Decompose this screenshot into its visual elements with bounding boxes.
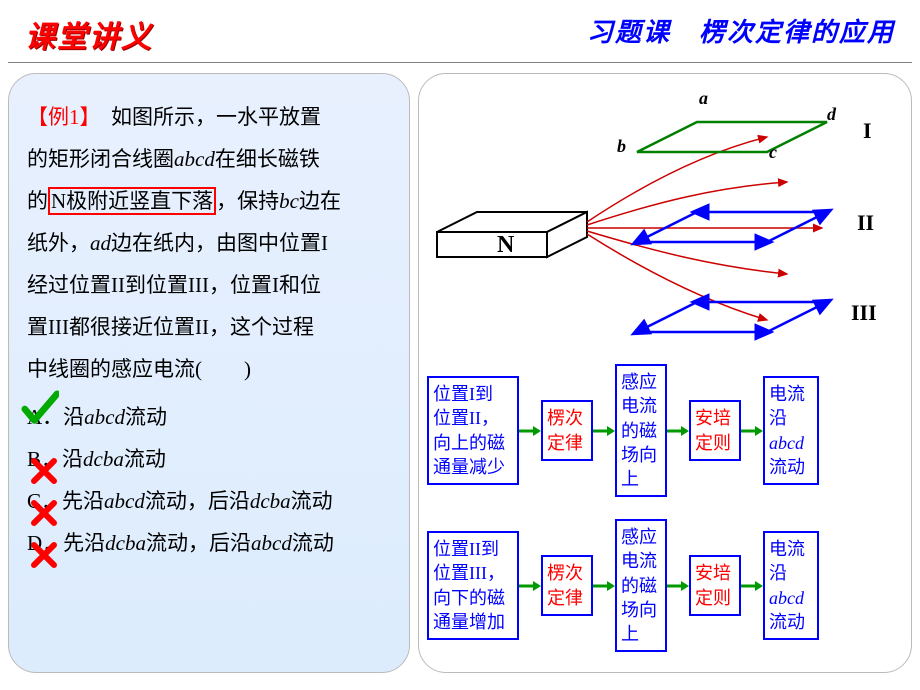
diagram-panel: N [418, 73, 912, 673]
coil-3 [637, 302, 827, 332]
flow2-box1: 位置II到 位置III， 向下的磁 通量增加 [427, 531, 519, 640]
arrow-icon [519, 556, 541, 616]
arrow-icon [593, 401, 615, 461]
coil-label-d: d [827, 104, 836, 125]
flow-2: 位置II到 位置III， 向下的磁 通量增加 楞次定律 感应电流的磁场向上 安培… [427, 519, 905, 652]
option-c: C．先沿abcd流动，后沿dcba流动 [27, 480, 393, 522]
arrow-icon [667, 401, 689, 461]
options: A．沿abcd流动 B．沿dcba流动 C．先沿abcd流动，后沿dcba流动 … [27, 396, 393, 564]
header-left: 课堂讲义 [25, 12, 153, 56]
field-lines [587, 137, 822, 320]
cross-icon [31, 542, 57, 568]
main: 【例1】 如图所示，一水平放置 的矩形闭合线圈abcd在细长磁铁 的N极附近竖直… [0, 63, 920, 683]
coil-2 [637, 212, 827, 242]
flow2-box5: 电流沿abcd流动 [763, 531, 819, 640]
flow1-box1: 位置I到 位置II， 向上的磁 通量减少 [427, 376, 519, 485]
flow1-box4: 安培定则 [689, 400, 741, 461]
arrow-icon [741, 401, 763, 461]
flow2-box3: 感应电流的磁场向上 [615, 519, 667, 652]
highlight-box: N极附近竖直下落 [48, 187, 216, 215]
coil-label-b: b [617, 136, 626, 157]
header: 课堂讲义 习题课 楞次定律的应用 [0, 0, 920, 60]
pos-label-2: II [857, 210, 874, 236]
option-d: D．先沿dcba流动，后沿abcd流动 [27, 522, 393, 564]
svg-text:N: N [497, 232, 515, 258]
flow2-box4: 安培定则 [689, 555, 741, 616]
coil-label-c: c [769, 142, 777, 163]
flow1-box2: 楞次定律 [541, 400, 593, 461]
header-right: 习题课 楞次定律的应用 [587, 12, 895, 56]
pos-label-3: III [851, 300, 877, 326]
option-a: A．沿abcd流动 [27, 396, 393, 438]
arrow-icon [519, 401, 541, 461]
flow1-box5: 电流沿abcd流动 [763, 376, 819, 485]
flow1-box3: 感应电流的磁场向上 [615, 364, 667, 497]
flow-1: 位置I到 位置II， 向上的磁 通量减少 楞次定律 感应电流的磁场向上 安培定则… [427, 364, 905, 497]
check-icon [21, 390, 59, 428]
arrow-icon [667, 556, 689, 616]
magnet: N [437, 212, 587, 258]
coil-label-a: a [699, 88, 708, 109]
arrow-icon [741, 556, 763, 616]
question-panel: 【例1】 如图所示，一水平放置 的矩形闭合线圈abcd在细长磁铁 的N极附近竖直… [8, 73, 410, 673]
option-b: B．沿dcba流动 [27, 438, 393, 480]
question-text: 【例1】 如图所示，一水平放置 的矩形闭合线圈abcd在细长磁铁 的N极附近竖直… [27, 96, 393, 390]
pos-label-1: I [863, 118, 872, 144]
arrow-icon [593, 556, 615, 616]
example-label: 【例1】 [27, 105, 90, 129]
flow2-box2: 楞次定律 [541, 555, 593, 616]
